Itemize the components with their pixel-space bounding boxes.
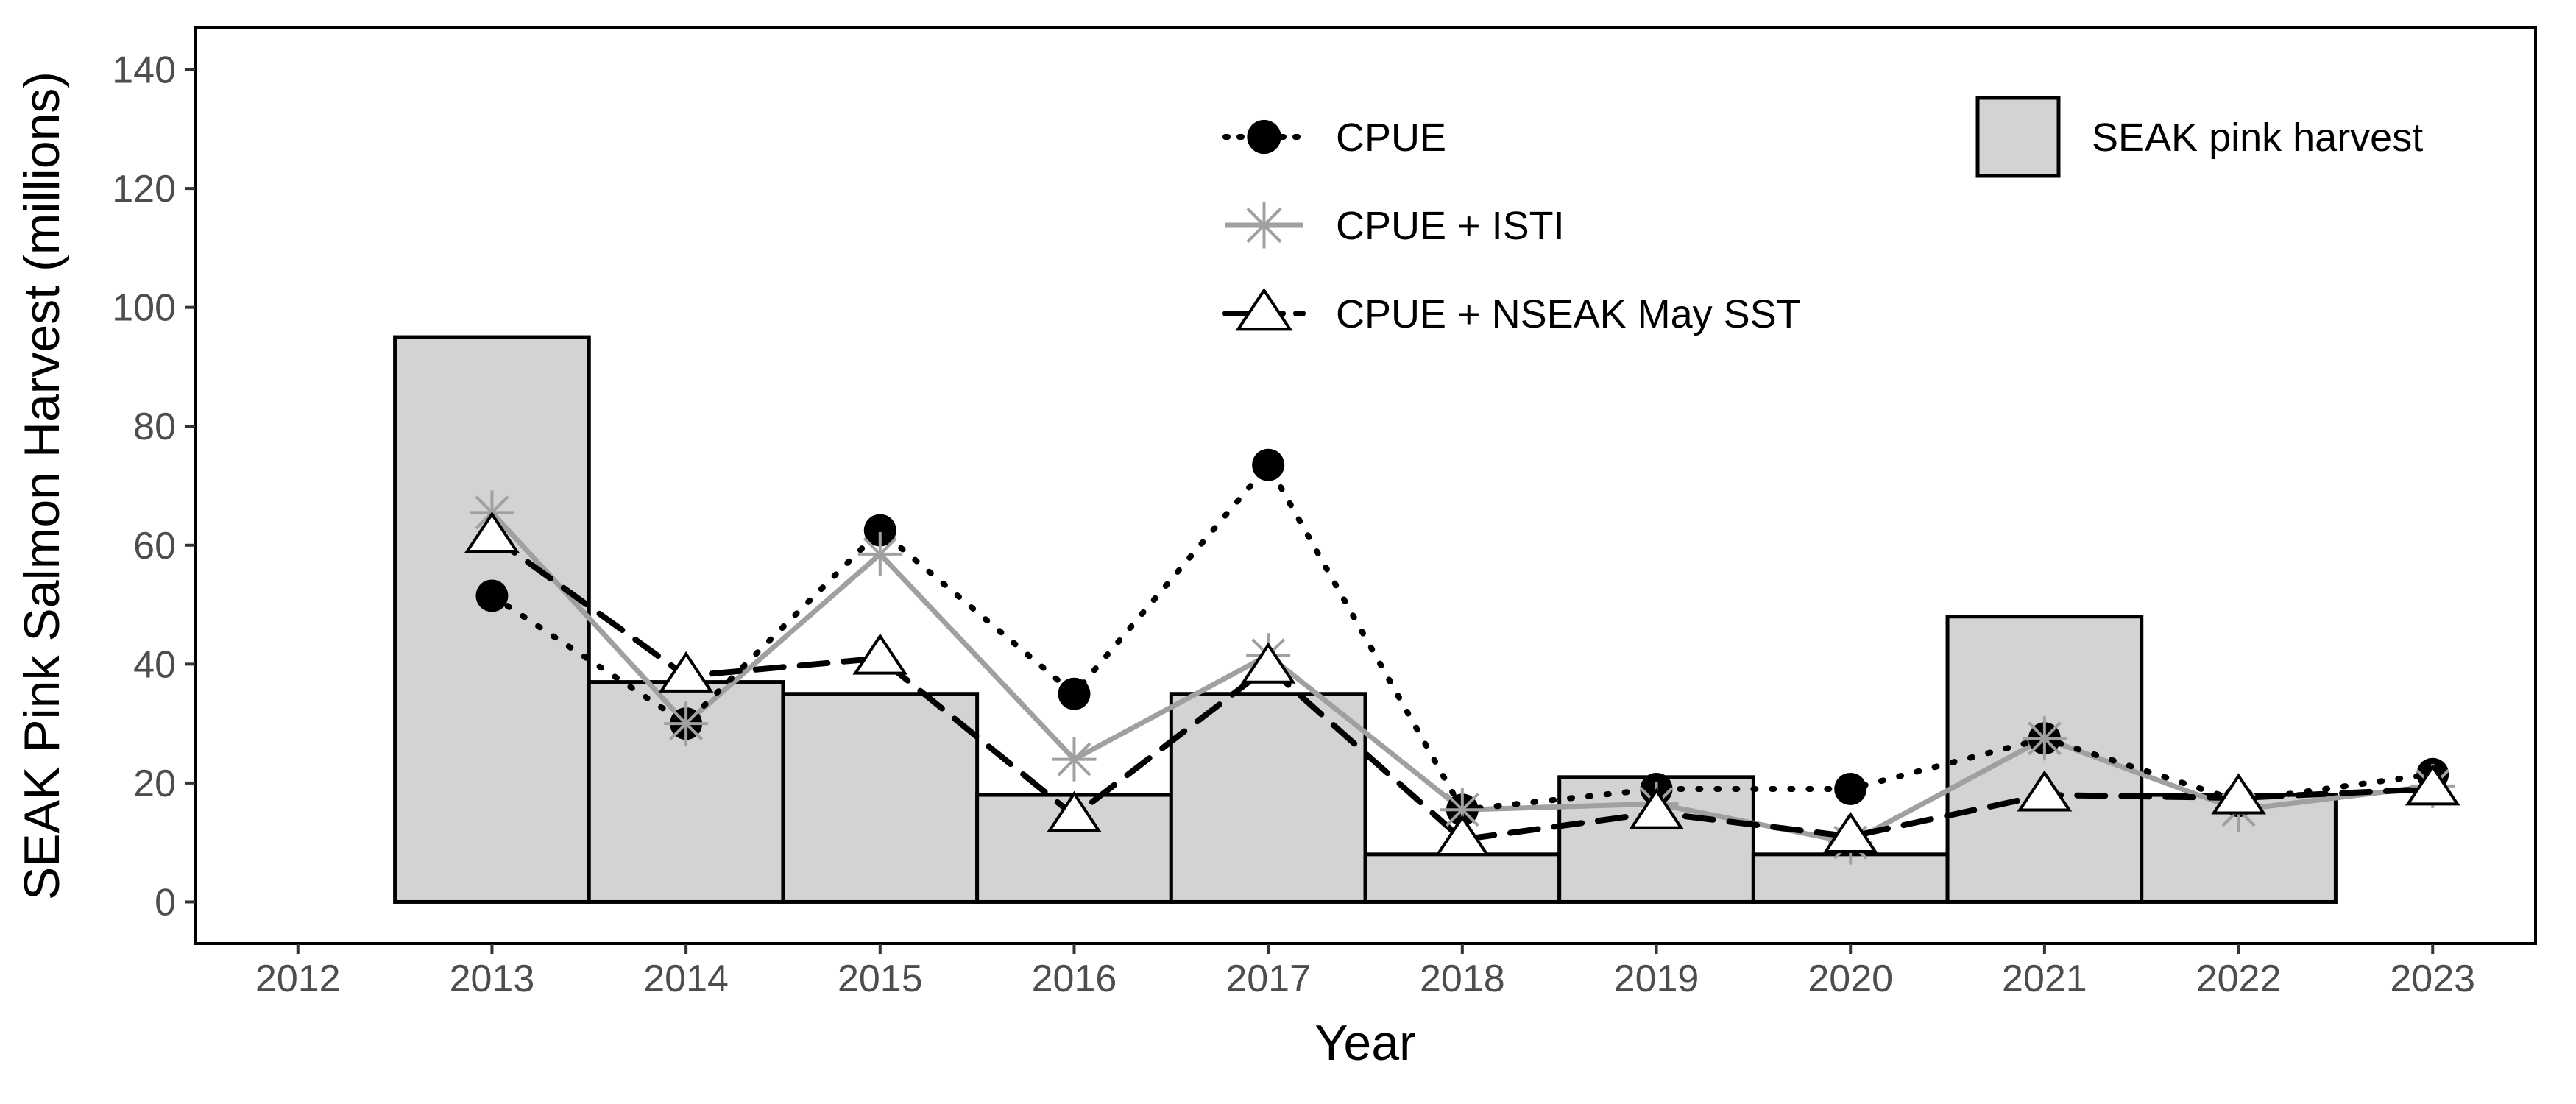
x-tick-label-2017: 2017 xyxy=(1225,958,1311,1000)
y-tick-label-0: 0 xyxy=(155,881,176,924)
legend-label-2: CPUE + NSEAK May SST xyxy=(1336,292,1801,336)
x-tick-label-2015: 2015 xyxy=(838,958,923,1000)
bar-2017 xyxy=(1169,692,1367,904)
y-axis-label: SEAK Pink Salmon Harvest (millions) xyxy=(14,71,70,900)
x-tick-label-2012: 2012 xyxy=(255,958,341,1000)
series-2-point-2021 xyxy=(2017,770,2073,812)
y-axis: 0 20 40 60 80 100 120 140 xyxy=(112,49,195,924)
x-tick-label-2020: 2020 xyxy=(1808,958,1893,1000)
series-2-point-2017 xyxy=(1240,642,1296,684)
x-axis-label: Year xyxy=(1314,1015,1415,1071)
series-2-point-2022 xyxy=(2211,773,2266,815)
series-2-point-2014 xyxy=(658,651,714,693)
legend-label-0: CPUE xyxy=(1336,116,1446,160)
series-2-point-2023 xyxy=(2405,764,2460,806)
bar-2013 xyxy=(393,335,591,904)
markers-layer xyxy=(464,448,2460,865)
x-tick-label-2018: 2018 xyxy=(1420,958,1505,1000)
legend-bar-label: SEAK pink harvest xyxy=(2092,116,2423,160)
x-tick-label-2019: 2019 xyxy=(1614,958,1699,1000)
plot-panel-border xyxy=(194,26,2537,945)
legend-marker-0 xyxy=(1247,119,1281,155)
series-0-point-2017 xyxy=(1252,448,1285,481)
series-2-point-2020 xyxy=(1822,811,1878,853)
y-tick-label-80: 80 xyxy=(133,406,176,448)
legend-key-1 xyxy=(1225,202,1303,249)
y-tick-label-100: 100 xyxy=(112,287,176,330)
series-2-point-2016 xyxy=(1047,790,1102,832)
series-0-point-2020 xyxy=(1834,772,1867,805)
legend-marker-1 xyxy=(1241,202,1287,249)
series-1-point-2018 xyxy=(1440,788,1485,832)
x-tick-label-2022: 2022 xyxy=(2196,958,2282,1000)
legend-key-2 xyxy=(1222,287,1306,331)
y-tick-label-140: 140 xyxy=(112,49,176,92)
series-0-point-2013 xyxy=(475,579,509,612)
series-0-point-2016 xyxy=(1058,677,1091,710)
bar-2018 xyxy=(1363,852,1562,904)
x-tick-label-2013: 2013 xyxy=(450,958,535,1000)
x-axis: 2012 2013 2014 2015 2016 2017 2018 2019 2020 2021… xyxy=(255,944,2475,1000)
y-tick-label-60: 60 xyxy=(133,525,176,567)
series-1-point-2015 xyxy=(857,531,902,576)
y-tick-label-20: 20 xyxy=(133,762,176,805)
x-tick-label-2021: 2021 xyxy=(2002,958,2087,1000)
legend-lines: CPUE CPUE + ISTI CPUE + NSEAK May SST xyxy=(1222,116,1801,336)
series-1-point-2021 xyxy=(2022,716,2067,761)
series-1-point-2016 xyxy=(1052,737,1097,782)
legend-bars: SEAK pink harvest xyxy=(1975,96,2423,178)
y-tick-label-120: 120 xyxy=(112,168,176,210)
legend-bar-key xyxy=(1975,96,2061,178)
legend-label-1: CPUE + ISTI xyxy=(1336,204,1565,248)
legend-marker-2 xyxy=(1235,287,1293,331)
series-2-point-2013 xyxy=(464,512,520,553)
series-2-point-2015 xyxy=(852,633,908,675)
bars-layer xyxy=(393,335,2338,904)
legend-key-0 xyxy=(1222,119,1306,155)
series-2-point-2018 xyxy=(1434,815,1490,857)
x-tick-label-2016: 2016 xyxy=(1032,958,1117,1000)
bar-2015 xyxy=(781,692,980,904)
x-tick-label-2014: 2014 xyxy=(643,958,729,1000)
y-tick-label-40: 40 xyxy=(133,643,176,686)
series-line-2 xyxy=(489,533,2436,843)
series-0-point-2015 xyxy=(863,514,896,547)
x-tick-label-2023: 2023 xyxy=(2390,958,2475,1000)
series-2-point-2019 xyxy=(1629,788,1684,829)
series-1-point-2014 xyxy=(664,701,709,746)
